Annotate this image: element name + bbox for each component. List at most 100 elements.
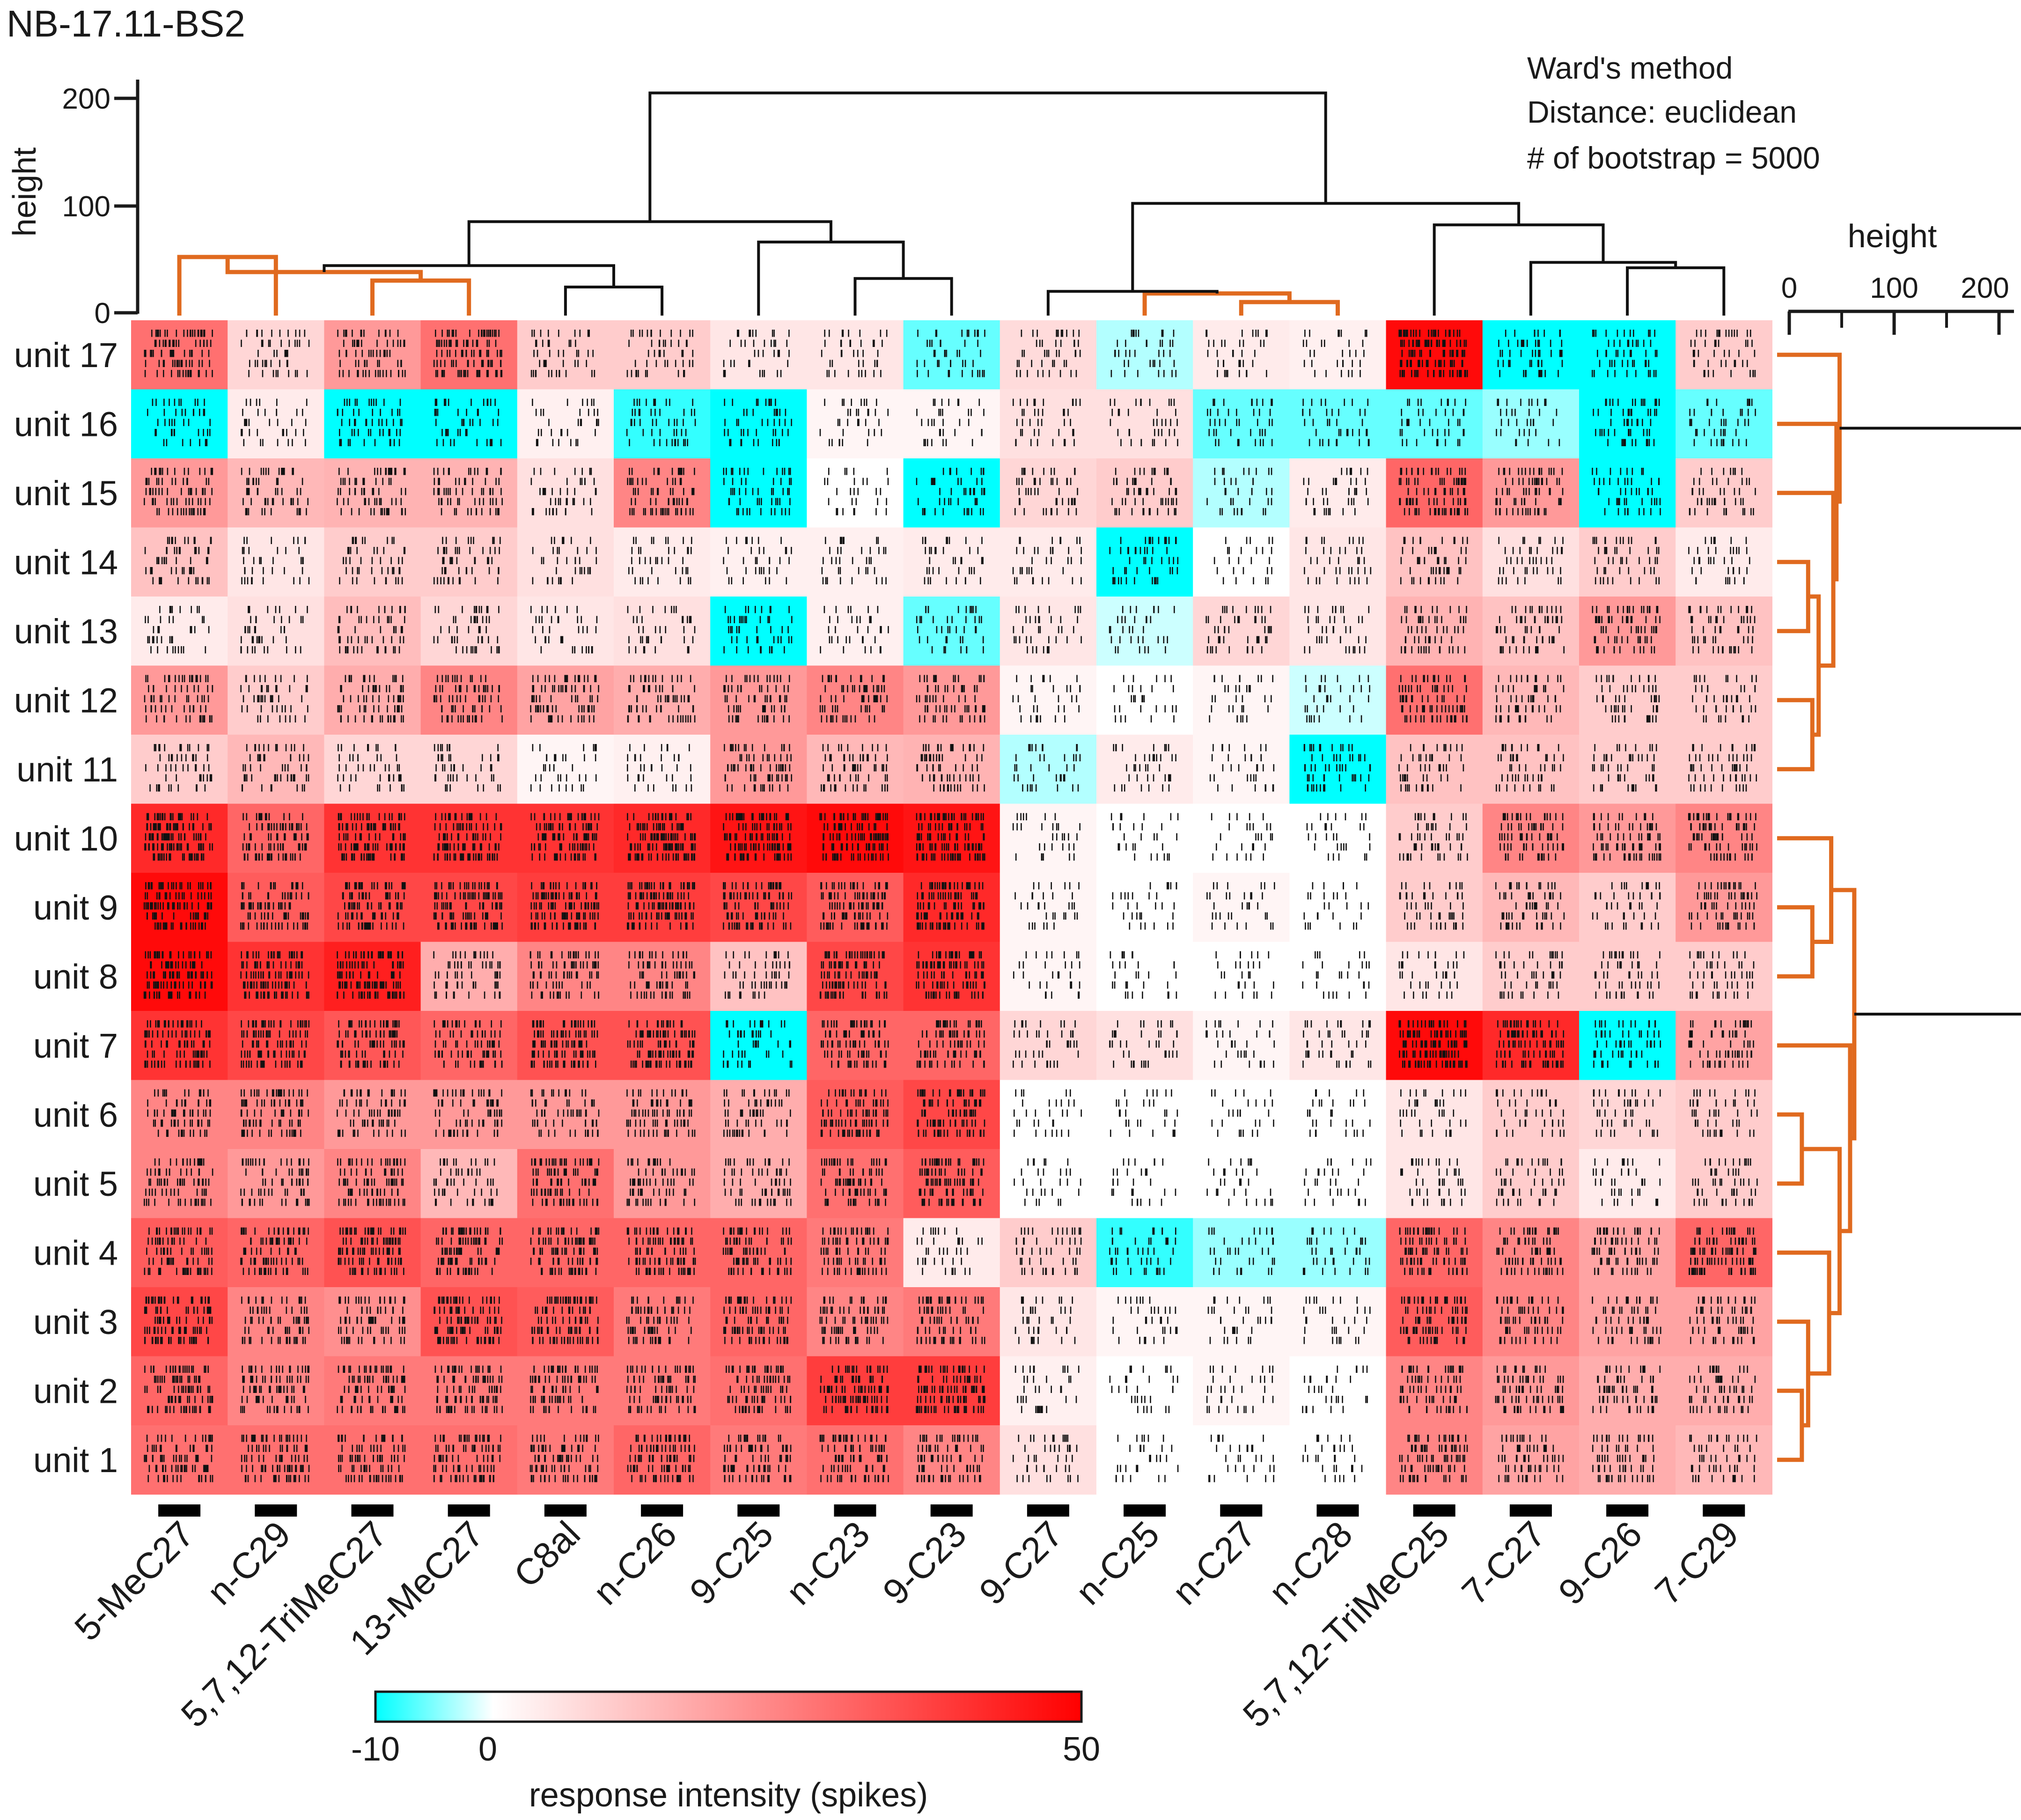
heatmap-cell [807, 597, 904, 666]
spike-raster [144, 1020, 211, 1068]
heatmap-cell [1193, 1011, 1290, 1081]
spike-raster [1304, 1158, 1372, 1206]
heatmap-cell [1482, 1425, 1580, 1495]
heatmap-cell [1193, 1425, 1290, 1495]
row-label: unit 2 [33, 1371, 118, 1410]
spike-ticks [1592, 468, 1661, 516]
spike-raster [1209, 675, 1273, 722]
spike-raster [1013, 951, 1080, 999]
spike-raster [433, 813, 502, 861]
spike-ticks [1496, 398, 1560, 446]
stimulus-bars [158, 1504, 1745, 1517]
stimulus-bar [1316, 1504, 1359, 1517]
spike-raster [723, 330, 790, 377]
heatmap-cell [999, 458, 1097, 528]
heatmap-cell [614, 1287, 711, 1357]
spike-raster [1110, 1089, 1178, 1137]
spike-raster [824, 468, 889, 516]
spike-ticks [1109, 1227, 1176, 1275]
spike-raster [337, 468, 406, 516]
right-axis-title: height [1848, 218, 1937, 254]
dendrogram-link [1777, 421, 1839, 582]
stimulus-bar [1027, 1504, 1069, 1517]
spike-raster [147, 398, 211, 446]
spike-raster [821, 744, 888, 792]
spike-ticks [1207, 1297, 1272, 1344]
spike-ticks [1692, 675, 1757, 722]
column-label: 7-C27 [1454, 1513, 1553, 1613]
spike-raster [1205, 330, 1268, 377]
spike-ticks [1302, 1020, 1372, 1068]
heatmap-cell [131, 1218, 228, 1288]
spike-ticks [627, 1020, 696, 1068]
spike-raster [145, 744, 213, 792]
spike-raster [1496, 1158, 1565, 1206]
spike-raster [529, 1365, 599, 1413]
spike-raster [627, 606, 696, 654]
heatmap-cell [1386, 735, 1483, 804]
spike-ticks [723, 468, 792, 516]
spike-ticks [530, 1089, 600, 1137]
heatmap-cell [420, 735, 518, 804]
heatmap-cell [903, 527, 1000, 597]
top-axis-title: height [6, 147, 43, 237]
spike-ticks [1113, 744, 1176, 792]
heatmap-cell [1676, 942, 1772, 1011]
heatmap-cell [614, 1080, 711, 1149]
spike-raster [1399, 398, 1466, 446]
dendrogram-link [1529, 261, 1677, 316]
spike-raster [532, 398, 599, 446]
spike-raster [240, 1227, 309, 1275]
spike-ticks [819, 1435, 889, 1482]
spike-raster [434, 398, 502, 446]
heatmap-cell [614, 320, 711, 390]
spike-raster [1692, 675, 1757, 722]
spike-raster [338, 1227, 406, 1275]
dendrogram-link [1777, 1250, 1831, 1376]
spike-raster [1209, 744, 1275, 792]
spike-ticks [1014, 468, 1078, 516]
spike-raster [1591, 1227, 1660, 1275]
spike-raster [1015, 1227, 1082, 1275]
spike-raster [723, 1435, 792, 1482]
spike-ticks [337, 675, 404, 722]
spike-raster [337, 1365, 406, 1413]
spike-raster [723, 1020, 793, 1068]
spike-ticks [1398, 813, 1468, 861]
spike-raster [1496, 1297, 1564, 1344]
spike-raster [1206, 1158, 1273, 1206]
heatmap-cell [903, 1149, 1000, 1219]
spike-raster [1014, 882, 1080, 930]
spike-raster [530, 1227, 600, 1275]
spike-raster [1014, 1089, 1082, 1137]
spike-raster [1208, 1227, 1275, 1275]
spike-raster [916, 468, 985, 516]
row-label: unit 7 [33, 1026, 118, 1065]
column-label: n-C27 [1164, 1513, 1264, 1613]
spike-raster [916, 744, 985, 792]
spike-ticks [916, 398, 985, 446]
spike-ticks [240, 1227, 309, 1275]
spike-raster [1016, 330, 1081, 377]
spike-raster [433, 675, 503, 722]
heatmap-cell [999, 735, 1097, 804]
spike-ticks [1016, 330, 1081, 377]
heatmap-cell [1579, 942, 1676, 1011]
spike-raster [1593, 1158, 1661, 1206]
dendrogram-link [1142, 291, 1292, 316]
spike-raster [240, 606, 308, 654]
spike-ticks [1400, 537, 1468, 584]
spike-ticks [724, 398, 792, 446]
heatmap-cell [999, 873, 1097, 943]
spike-raster [626, 330, 694, 377]
spike-ticks [916, 330, 985, 377]
heatmap-cell [1096, 735, 1193, 804]
spike-ticks [1209, 744, 1275, 792]
heatmap-cell [1193, 1218, 1290, 1288]
spike-ticks [1303, 744, 1371, 792]
heatmap-cell [999, 527, 1097, 597]
spike-raster [1206, 1365, 1274, 1413]
spike-raster [1014, 744, 1081, 792]
spike-raster [433, 951, 501, 999]
row-label: unit 11 [16, 750, 118, 789]
